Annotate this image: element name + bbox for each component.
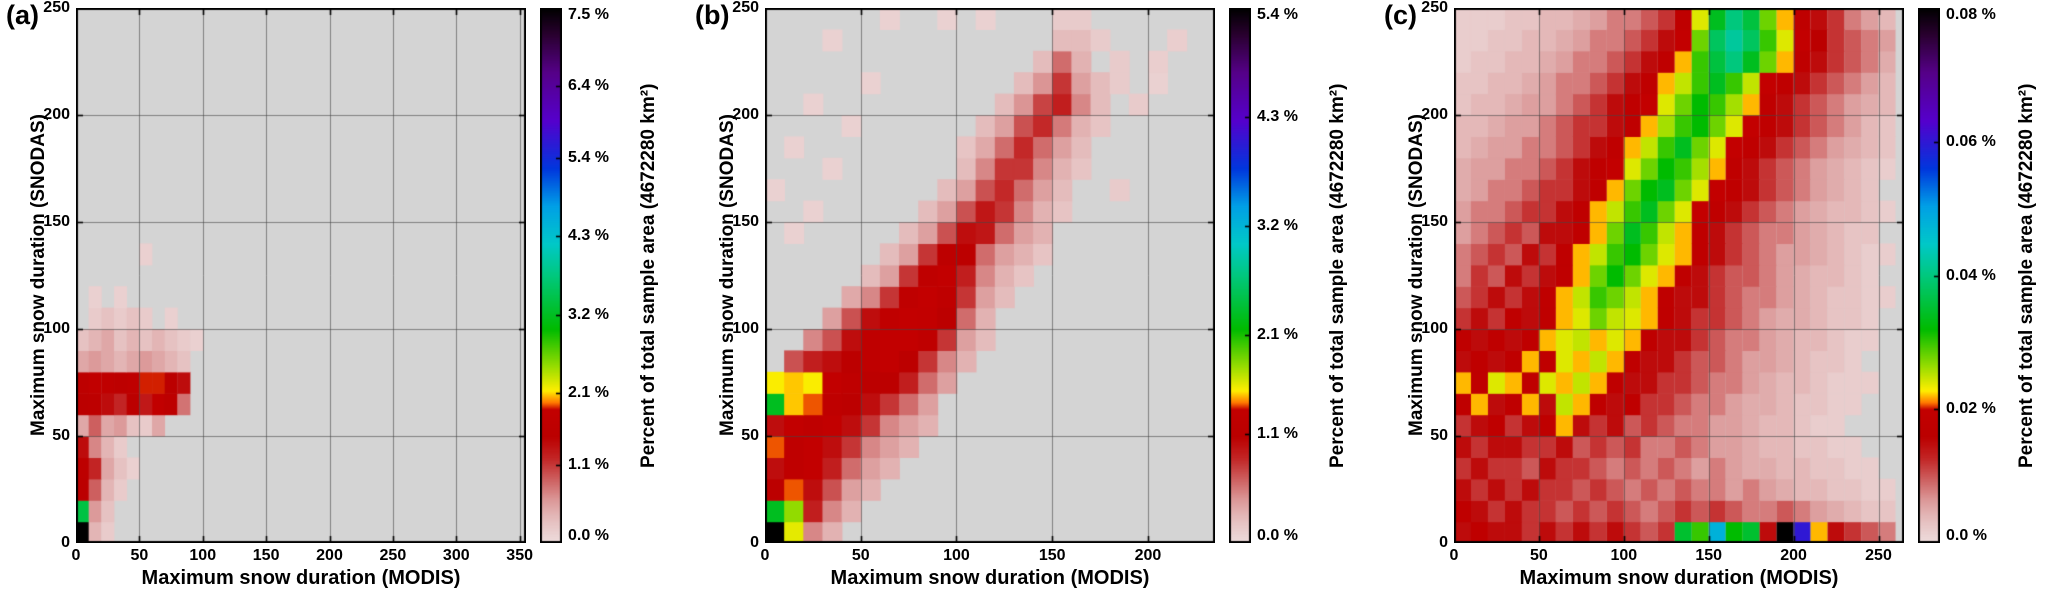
panel-b-y-axis-title: Maximum snow duration (SNODAS) <box>717 114 738 437</box>
y-tick-label: 0 <box>1439 534 1448 551</box>
y-tick-label: 50 <box>741 427 759 444</box>
colorbar-tick-label: 0.08 % <box>1946 6 1996 23</box>
x-tick-label: 100 <box>1610 547 1638 564</box>
colorbar-tick-label: 1.1 % <box>568 455 609 473</box>
y-tick-label: 0 <box>750 534 759 551</box>
colorbar-tick-label: 1.1 % <box>1257 425 1298 443</box>
x-tick-label: 350 <box>506 547 533 564</box>
x-tick-label: 250 <box>1865 547 1892 564</box>
panel-b-heatmap-canvas <box>765 8 1215 543</box>
y-tick-label: 150 <box>732 213 759 230</box>
panel-b-label: (b) <box>695 0 730 30</box>
x-tick-label: 0 <box>760 547 770 564</box>
panel-c-x-axis-title: Maximum snow duration (MODIS) <box>1519 567 1839 589</box>
panel-a: (a) Maximum snow duration (SNODAS) 0 50 10… <box>0 0 689 601</box>
colorbar-tick-label: 0.02 % <box>1946 400 1996 418</box>
y-tick-label: 100 <box>43 320 70 337</box>
colorbar-tick-label: 5.4 % <box>568 148 609 166</box>
x-tick-label: 50 <box>851 547 870 564</box>
colorbar-tick-label: 0.06 % <box>1946 132 1996 150</box>
x-tick-label: 100 <box>943 547 970 564</box>
panel-a-colorbar-title: Percent of total sample area (4672280 km… <box>638 83 659 468</box>
colorbar-tick-label: 0.0 % <box>1946 527 1987 544</box>
x-tick-label: 0 <box>1449 547 1459 564</box>
y-tick-label: 150 <box>1421 213 1448 230</box>
colorbar-tick-label: 3.2 % <box>1257 216 1298 234</box>
panel-c-heatmap-canvas <box>1454 8 1904 543</box>
x-tick-label: 300 <box>442 547 470 564</box>
colorbar-tick-label: 3.2 % <box>568 305 609 323</box>
y-tick-label: 150 <box>43 213 70 230</box>
panel-a-y-axis-title: Maximum snow duration (SNODAS) <box>28 114 49 437</box>
panel-c-colorbar-title: Percent of total sample area (4672280 km… <box>2016 83 2037 468</box>
x-tick-label: 200 <box>316 547 343 564</box>
colorbar-tick-label: 7.5 % <box>568 6 609 23</box>
panel-a-colorbar-canvas <box>540 8 562 543</box>
y-tick-label: 50 <box>1430 427 1448 444</box>
y-tick-label: 100 <box>1421 320 1448 337</box>
x-tick-label: 150 <box>1038 547 1066 564</box>
colorbar-tick-label: 4.3 % <box>568 227 609 245</box>
y-tick-label: 200 <box>43 106 70 123</box>
y-tick-label: 250 <box>732 0 759 16</box>
y-tick-label: 200 <box>732 106 759 123</box>
panel-c-colorbar: Percent of total sample area (4672280 km… <box>1918 6 2064 544</box>
y-tick-label: 0 <box>61 534 70 551</box>
panel-a-heatmap-plot: 0 50 100 150 200 250 300 350 0 50 100 150 200 250 <box>43 0 533 564</box>
panel-a-label: (a) <box>6 0 39 30</box>
panel-c-colorbar-canvas <box>1918 8 1940 543</box>
x-tick-label: 250 <box>379 547 407 564</box>
x-tick-label: 50 <box>130 547 149 564</box>
x-tick-label: 100 <box>189 547 217 564</box>
colorbar-tick-label: 2.1 % <box>1257 325 1298 343</box>
y-tick-label: 250 <box>43 0 70 16</box>
y-tick-label: 250 <box>1421 0 1448 16</box>
y-tick-label: 200 <box>1421 106 1448 123</box>
x-tick-label: 0 <box>71 547 81 564</box>
panel-c-y-axis-title: Maximum snow duration (SNODAS) <box>1406 114 1427 437</box>
panel-a-colorbar: Percent of total sample area (4672280 km… <box>540 6 686 544</box>
x-tick-label: 50 <box>1529 547 1548 564</box>
panel-b-colorbar-title: Percent of total sample area (4672280 km… <box>1327 83 1348 468</box>
colorbar-tick-label: 0.0 % <box>568 527 609 544</box>
panel-a-x-axis-title: Maximum snow duration (MODIS) <box>141 567 461 589</box>
colorbar-tick-label: 2.1 % <box>568 384 609 402</box>
panel-c-heatmap-plot: 0 50 100 150 200 250 0 50 100 150 200 250 <box>1421 0 1904 564</box>
colorbar-tick-label: 5.4 % <box>1257 6 1298 23</box>
x-tick-label: 200 <box>1134 547 1162 564</box>
panel-a-heatmap-canvas <box>76 8 526 543</box>
panel-b-colorbar-canvas <box>1229 8 1251 543</box>
y-tick-label: 100 <box>732 320 759 337</box>
x-tick-label: 200 <box>1780 547 1807 564</box>
colorbar-tick-label: 6.4 % <box>568 77 609 95</box>
panel-b-heatmap-plot: 0 50 100 150 200 0 50 100 150 200 250 <box>732 0 1215 564</box>
colorbar-tick-label: 0.0 % <box>1257 527 1298 544</box>
colorbar-tick-label: 0.04 % <box>1946 266 1996 284</box>
panel-b-x-axis-title: Maximum snow duration (MODIS) <box>830 567 1150 589</box>
panel-c-label: (c) <box>1384 0 1417 30</box>
panel-b: (b) Maximum snow duration (SNODAS) 0 50 10… <box>689 0 1378 601</box>
colorbar-tick-label: 4.3 % <box>1257 107 1298 125</box>
panel-c: (c) Maximum snow duration (SNODAS) 0 50 10… <box>1378 0 2067 601</box>
panel-b-colorbar: Percent of total sample area (4672280 km… <box>1229 6 1375 544</box>
y-tick-label: 50 <box>52 427 70 444</box>
x-tick-label: 150 <box>252 547 280 564</box>
x-tick-label: 150 <box>1695 547 1723 564</box>
